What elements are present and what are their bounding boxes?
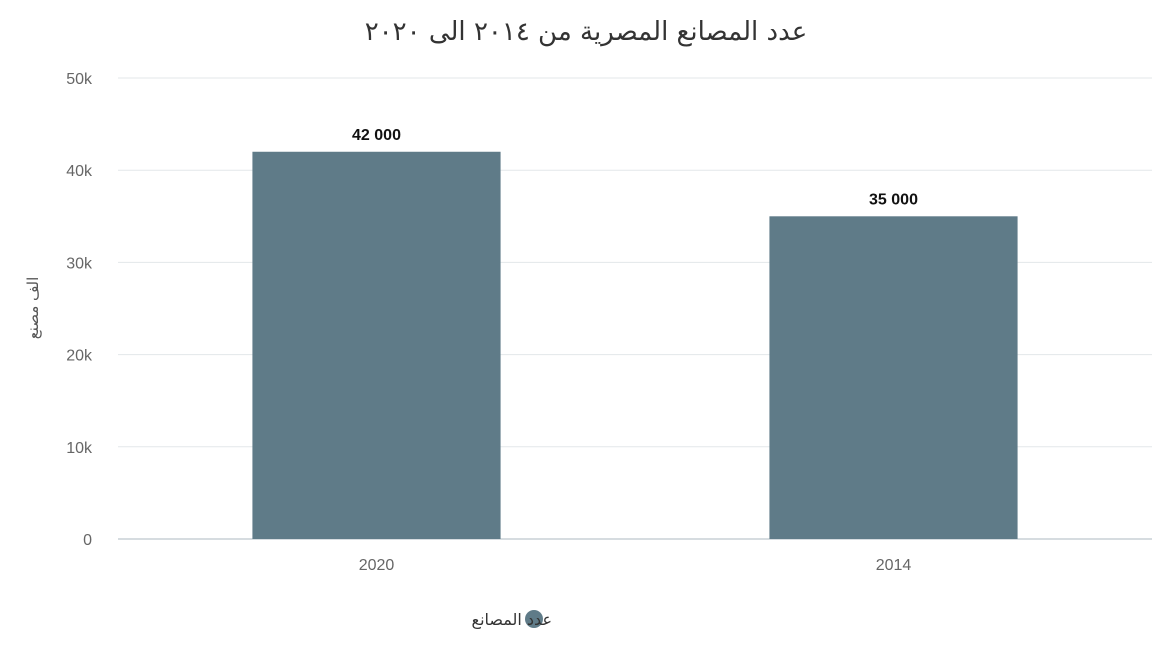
- y-tick-label: 40k: [66, 163, 93, 180]
- data-label: 42 000: [352, 127, 401, 144]
- legend-label: عدد المصانع: [472, 610, 552, 630]
- x-axis-ticks: 2020 2014: [359, 557, 912, 574]
- y-axis-ticks: 0 10k 20k 30k 40k 50k: [66, 71, 93, 549]
- bar[interactable]: [252, 151, 501, 539]
- y-tick-label: 50k: [66, 71, 93, 88]
- y-tick-label: 20k: [66, 348, 93, 365]
- y-axis-label: الف مصنع: [24, 277, 42, 340]
- bars: 42 000 35 000: [252, 127, 1018, 540]
- legend-marker: [525, 610, 543, 628]
- chart-title: عدد المصانع المصرية من ٢٠١٤ الى ٢٠٢٠: [365, 17, 808, 47]
- data-label: 35 000: [869, 191, 918, 208]
- y-tick-label: 30k: [66, 255, 93, 272]
- y-tick-label: 10k: [66, 440, 93, 457]
- legend[interactable]: عدد المصانع: [472, 610, 552, 630]
- bar[interactable]: [769, 216, 1018, 540]
- x-tick-label: 2020: [359, 557, 395, 574]
- y-tick-label: 0: [83, 532, 92, 549]
- x-tick-label: 2014: [876, 557, 912, 574]
